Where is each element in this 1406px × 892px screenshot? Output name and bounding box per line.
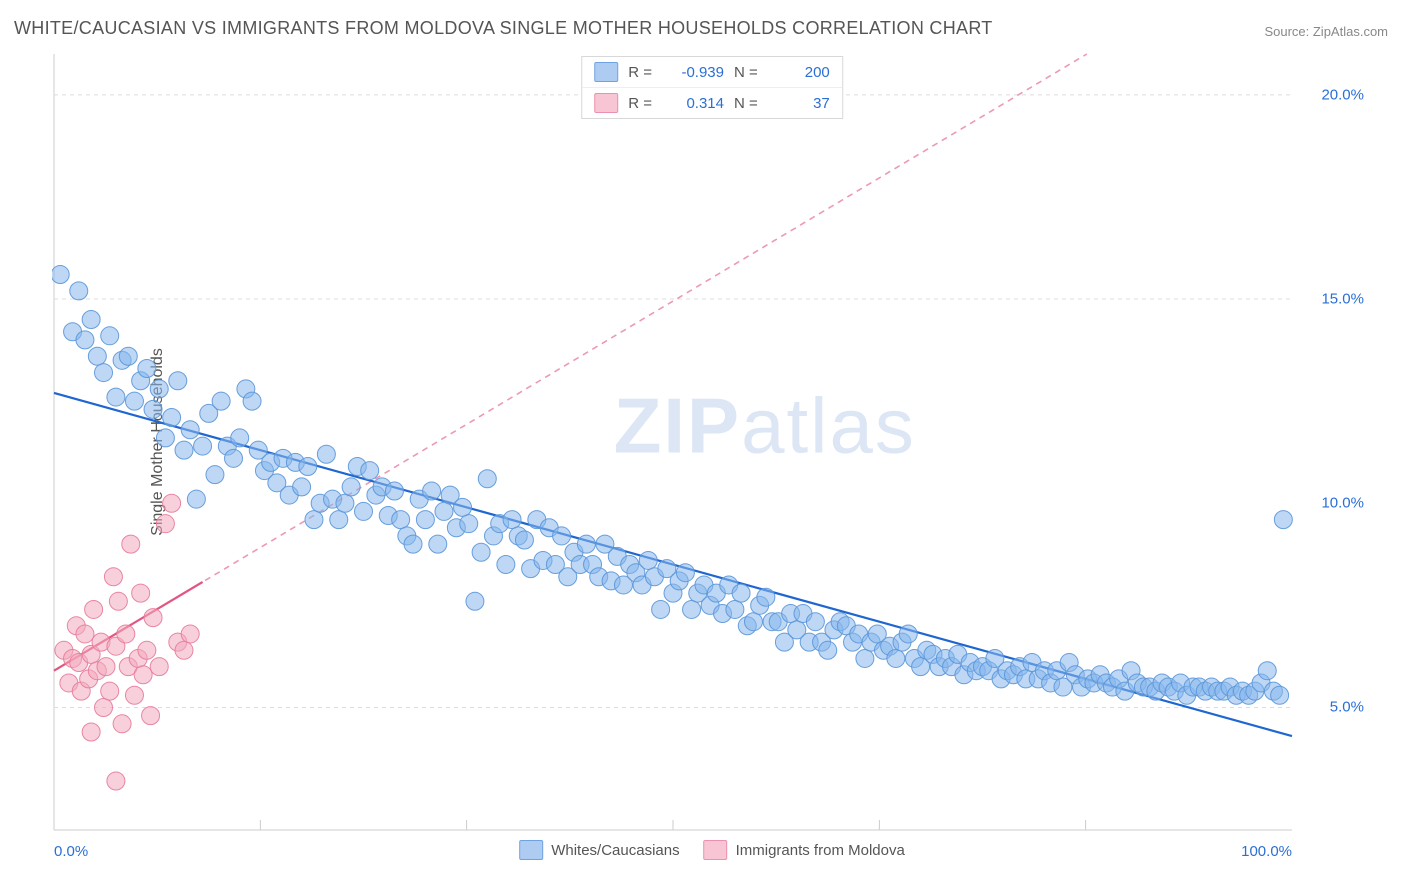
- chart-svg: [52, 52, 1372, 832]
- legend-label-blue: Whites/Caucasians: [551, 842, 679, 859]
- legend-swatch-blue: [594, 62, 618, 82]
- y-tick-label: 10.0%: [1321, 495, 1364, 512]
- legend-r-value-pink: 0.314: [664, 95, 724, 112]
- legend-r-label: R =: [628, 95, 652, 112]
- legend-n-label: N =: [734, 64, 758, 81]
- y-tick-label: 15.0%: [1321, 291, 1364, 308]
- legend-swatch-blue: [519, 840, 543, 860]
- legend-item-blue: Whites/Caucasians: [519, 840, 679, 860]
- x-tick-label: 0.0%: [54, 843, 88, 860]
- y-tick-label: 5.0%: [1330, 699, 1364, 716]
- legend-row-blue: R = -0.939 N = 200: [582, 57, 842, 87]
- legend-n-label: N =: [734, 95, 758, 112]
- x-tick-label: 100.0%: [1241, 843, 1292, 860]
- legend-row-pink: R = 0.314 N = 37: [582, 87, 842, 118]
- legend-n-value-blue: 200: [770, 64, 830, 81]
- chart-area: Single Mother Households ZIPatlas R = -0…: [52, 52, 1372, 832]
- legend-item-pink: Immigrants from Moldova: [704, 840, 905, 860]
- legend-label-pink: Immigrants from Moldova: [736, 842, 905, 859]
- source-attribution: Source: ZipAtlas.com: [1264, 24, 1388, 39]
- legend-r-label: R =: [628, 64, 652, 81]
- y-tick-label: 20.0%: [1321, 86, 1364, 103]
- legend-series: Whites/Caucasians Immigrants from Moldov…: [519, 840, 905, 860]
- legend-correlation: R = -0.939 N = 200 R = 0.314 N = 37: [581, 56, 843, 119]
- legend-swatch-pink: [704, 840, 728, 860]
- legend-swatch-pink: [594, 93, 618, 113]
- legend-r-value-blue: -0.939: [664, 64, 724, 81]
- chart-title: WHITE/CAUCASIAN VS IMMIGRANTS FROM MOLDO…: [14, 18, 993, 39]
- legend-n-value-pink: 37: [770, 95, 830, 112]
